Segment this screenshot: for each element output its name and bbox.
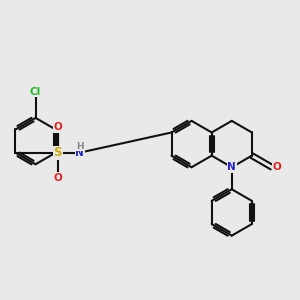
Text: O: O: [53, 122, 62, 133]
Text: O: O: [53, 173, 62, 183]
Text: N: N: [75, 148, 84, 158]
Text: N: N: [227, 162, 236, 172]
Text: Cl: Cl: [30, 87, 41, 97]
Text: H: H: [76, 142, 83, 151]
Text: S: S: [53, 146, 62, 159]
Text: O: O: [273, 162, 282, 172]
